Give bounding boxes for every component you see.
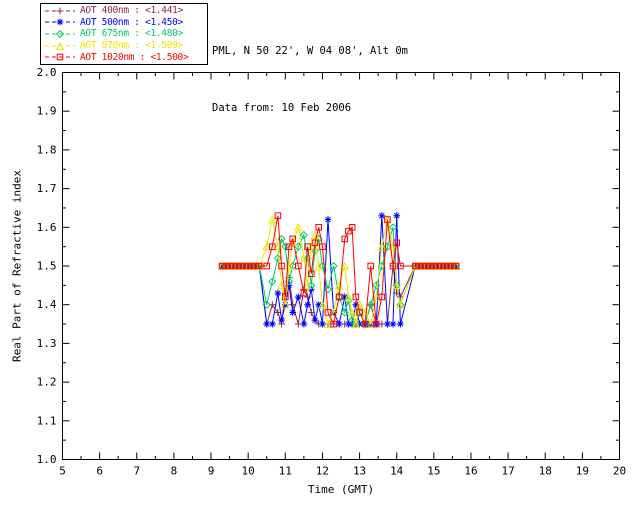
y-axis-title: Real Part of Refractive index	[10, 169, 24, 363]
svg-text:1.5: 1.5	[37, 260, 57, 273]
legend-item: AOT 500nm : <1.450>	[43, 17, 207, 28]
legend-line-sample	[45, 41, 75, 50]
series-aot-675nm	[218, 223, 461, 329]
svg-text:7: 7	[133, 465, 140, 478]
legend-line-sample	[45, 18, 75, 26]
svg-text:1.7: 1.7	[37, 182, 57, 195]
legend-item-label: AOT 400nm : <1.441>	[80, 5, 183, 17]
svg-text:1.4: 1.4	[37, 298, 57, 311]
legend-item-label: AOT 1020nm : <1.500>	[80, 51, 189, 63]
legend-item-label: AOT 675nm : <1.480>	[80, 28, 183, 40]
svg-text:5: 5	[59, 465, 66, 478]
square-markers	[218, 212, 460, 328]
legend-line-sample	[45, 7, 75, 15]
header-date: Data from: 10 Feb 2006	[212, 102, 352, 114]
svg-text:18: 18	[539, 465, 552, 478]
svg-text:19: 19	[576, 465, 589, 478]
asterisk-icon	[56, 18, 64, 26]
diamond-markers	[218, 223, 461, 329]
x-axis-title: Time (GMT)	[307, 483, 375, 496]
svg-text:17: 17	[501, 465, 514, 478]
triangle-markers	[217, 215, 461, 328]
svg-text:15: 15	[427, 465, 440, 478]
legend-item: AOT 1020nm : <1.500>	[43, 52, 207, 63]
svg-text:14: 14	[390, 465, 404, 478]
svg-text:13: 13	[353, 465, 366, 478]
series-aot-1020nm	[218, 212, 460, 328]
plus-icon	[56, 7, 64, 15]
svg-text:2.0: 2.0	[37, 66, 57, 79]
svg-text:1.2: 1.2	[37, 376, 57, 389]
svg-text:1.9: 1.9	[37, 105, 57, 118]
svg-text:20: 20	[613, 465, 626, 478]
svg-text:1.6: 1.6	[37, 221, 57, 234]
legend-item: AOT 675nm : <1.480>	[43, 28, 207, 39]
svg-text:10: 10	[242, 465, 255, 478]
header-location: PML, N 50 22', W 04 08', Alt 0m	[212, 45, 408, 57]
legend: AOT 400nm : <1.441> AOT 500nm : <1.450> AO…	[40, 3, 208, 65]
diamond-icon	[55, 29, 65, 39]
svg-text:1.0: 1.0	[37, 453, 57, 466]
svg-text:12: 12	[316, 465, 329, 478]
legend-line-sample	[45, 53, 75, 61]
y-axis: 1.0 1.1 1.2 1.3 1.4 1.5 1.6 1.7 1.8 1.9 2.0	[37, 66, 620, 466]
square-icon	[56, 53, 64, 61]
svg-text:6: 6	[96, 465, 103, 478]
legend-item-label: AOT 870nm : <1.509>	[80, 40, 183, 52]
svg-text:1.3: 1.3	[37, 337, 57, 350]
header-text: PML, N 50 22', W 04 08', Alt 0m Data fro…	[212, 4, 408, 137]
svg-text:11: 11	[279, 465, 292, 478]
x-axis: 5 6 7 8 9 10 11 12 13 14 15 16 17 18 19 20	[59, 72, 626, 478]
legend-item: AOT 870nm : <1.509>	[43, 40, 207, 51]
svg-text:8: 8	[171, 465, 178, 478]
svg-text:1.1: 1.1	[37, 414, 57, 427]
legend-item-label: AOT 500nm : <1.450>	[80, 16, 183, 28]
legend-line-sample	[45, 29, 75, 39]
svg-text:1.8: 1.8	[37, 143, 57, 156]
series-aot-870nm	[217, 215, 461, 328]
svg-text:16: 16	[464, 465, 477, 478]
legend-item: AOT 400nm : <1.441>	[43, 5, 207, 16]
svg-text:9: 9	[208, 465, 215, 478]
triangle-icon	[55, 41, 65, 50]
